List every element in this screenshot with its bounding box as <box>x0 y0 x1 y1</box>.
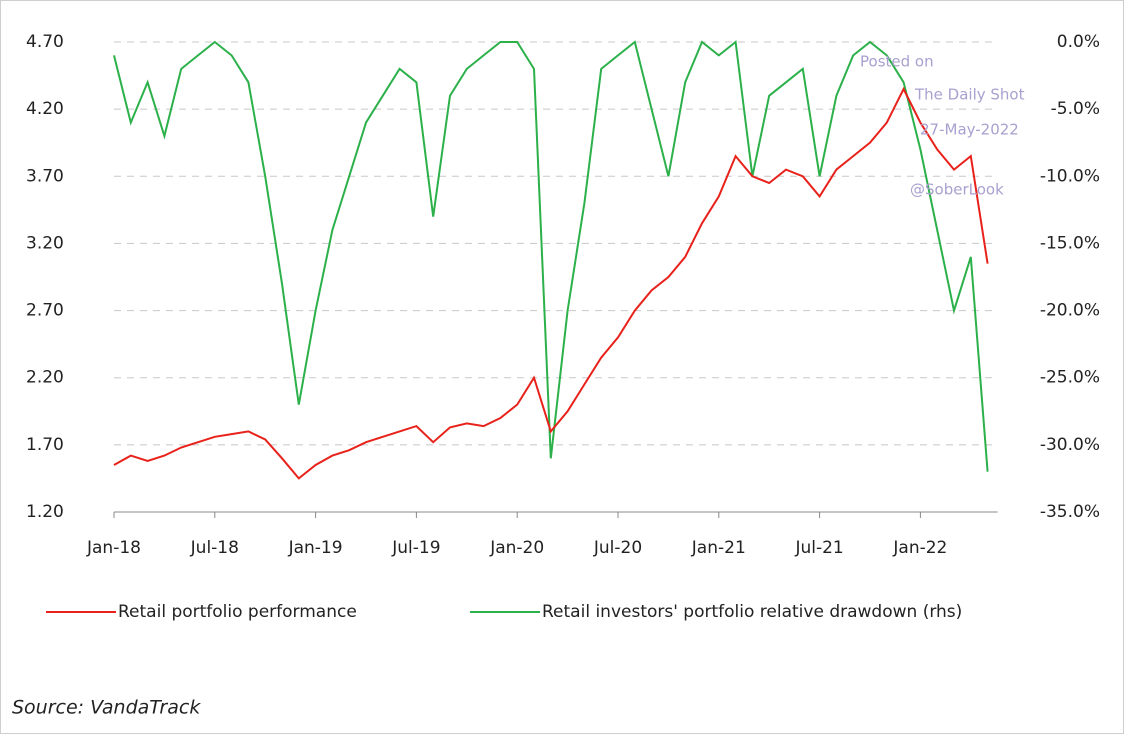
series-line <box>113 40 989 472</box>
y2-tick-label: 0.0% <box>1057 32 1100 52</box>
legend-label: Retail investors' portfolio relative dra… <box>542 602 962 622</box>
x-tick-label: Jul-20 <box>593 538 642 558</box>
x-tick-label: Jan-22 <box>892 538 947 558</box>
x-tick-label: Jan-21 <box>691 538 746 558</box>
y2-tick-label: -15.0% <box>1040 233 1100 253</box>
watermark: Posted on <box>860 53 934 71</box>
x-tick-label: Jul-18 <box>190 538 239 558</box>
x-tick-label: Jan-19 <box>288 538 343 558</box>
y2-tick-label: -5.0% <box>1051 99 1100 119</box>
y2-tick-label: -25.0% <box>1040 368 1100 388</box>
y2-tick-label: -30.0% <box>1040 435 1100 455</box>
y2-tick-label: -10.0% <box>1040 166 1100 186</box>
x-tick-label: Jul-21 <box>794 538 843 558</box>
source: Source: VandaTrack <box>12 697 201 719</box>
y-tick-label: 2.20 <box>26 368 64 388</box>
watermark: The Daily Shot <box>914 86 1025 104</box>
y-tick-label: 3.70 <box>26 166 64 186</box>
y2-tick-label: -35.0% <box>1040 502 1100 522</box>
y-tick-label: 2.70 <box>26 301 64 321</box>
y-tick-label: 1.70 <box>26 435 64 455</box>
watermark: @SoberLook <box>910 181 1004 199</box>
y-tick-label: 4.70 <box>26 32 64 52</box>
x-tick-label: Jan-20 <box>489 538 544 558</box>
series-line <box>113 86 989 480</box>
legend-label: Retail portfolio performance <box>118 602 357 622</box>
y2-tick-label: -20.0% <box>1040 301 1100 321</box>
x-tick-label: Jan-18 <box>86 538 141 558</box>
y-tick-label: 3.20 <box>26 233 64 253</box>
x-tick-label: Jul-19 <box>391 538 440 558</box>
y-tick-label: 4.20 <box>26 99 64 119</box>
y-tick-label: 1.20 <box>26 502 64 522</box>
watermark: 27-May-2022 <box>920 121 1019 139</box>
